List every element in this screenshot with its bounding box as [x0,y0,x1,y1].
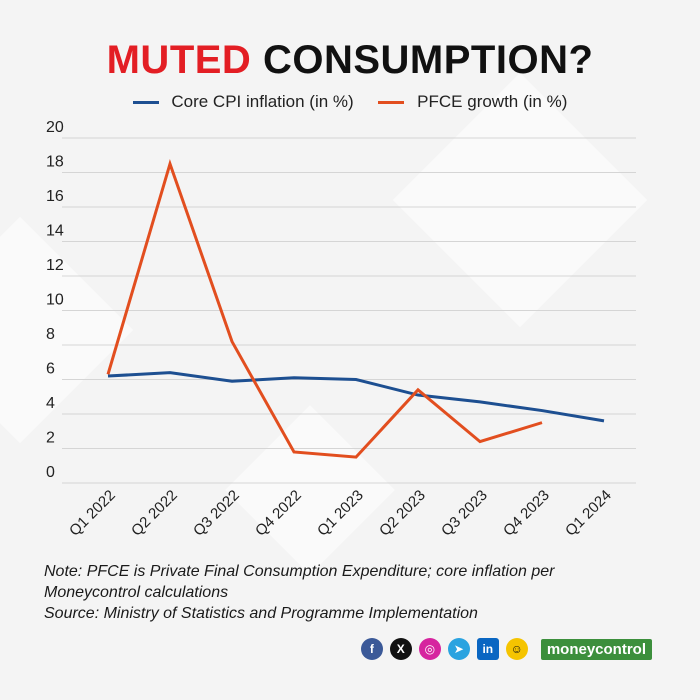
note-line-1: Note: PFCE is Private Final Consumption … [44,563,555,580]
x-tick-label: Q4 2023 [500,487,553,540]
series-line-pfce [106,158,543,459]
telegram-icon[interactable]: ➤ [447,638,470,660]
title-accent: MUTED [106,38,252,82]
y-tick-label: 20 [46,119,64,136]
x-tick-label: Q1 2022 [66,487,119,540]
note-line-2: Moneycontrol calculations [44,584,229,601]
y-tick-label: 2 [46,430,55,447]
y-tick-label: 6 [46,361,55,378]
footer: f X ◎ ➤ in ☺ moneycontrol [360,638,652,660]
source-line: Source: Ministry of Statistics and Progr… [44,605,478,622]
x-tick-label: Q3 2023 [438,487,491,540]
x-icon[interactable]: X [389,638,412,660]
y-tick-label: 18 [46,154,64,171]
instagram-icon[interactable]: ◎ [418,638,441,660]
notes: Note: PFCE is Private Final Consumption … [44,561,604,624]
snapchat-icon[interactable]: ☺ [505,638,528,660]
x-tick-label: Q1 2023 [314,487,367,540]
x-tick-label: Q4 2022 [252,487,305,540]
y-tick-label: 14 [46,223,64,240]
legend-swatch-pfce [378,101,405,105]
y-tick-label: 0 [46,464,55,481]
chart-title: MUTED CONSUMPTION? [0,38,700,83]
y-tick-label: 16 [46,188,64,205]
legend-swatch-core [132,101,159,105]
legend-item-core: Core CPI inflation (in %) [132,92,354,112]
x-tick-label: Q2 2023 [376,487,429,540]
x-tick-label: Q1 2024 [562,487,615,540]
series-line-core-cpi [107,371,605,423]
brand-logo[interactable]: moneycontrol [540,638,652,660]
facebook-icon[interactable]: f [360,638,383,660]
y-tick-label: 4 [46,395,55,412]
x-tick-label: Q2 2022 [128,487,181,540]
legend-label-core: Core CPI inflation (in %) [171,92,354,111]
y-tick-label: 8 [46,326,55,343]
legend-label-pfce: PFCE growth (in %) [417,92,568,111]
x-tick-label: Q3 2022 [190,487,243,540]
y-tick-label: 10 [46,292,64,309]
y-tick-label: 12 [46,257,64,274]
legend: Core CPI inflation (in %) PFCE growth (i… [0,92,700,112]
title-rest: CONSUMPTION? [262,38,594,82]
legend-item-pfce: PFCE growth (in %) [378,92,567,112]
linkedin-icon[interactable]: in [476,638,499,660]
